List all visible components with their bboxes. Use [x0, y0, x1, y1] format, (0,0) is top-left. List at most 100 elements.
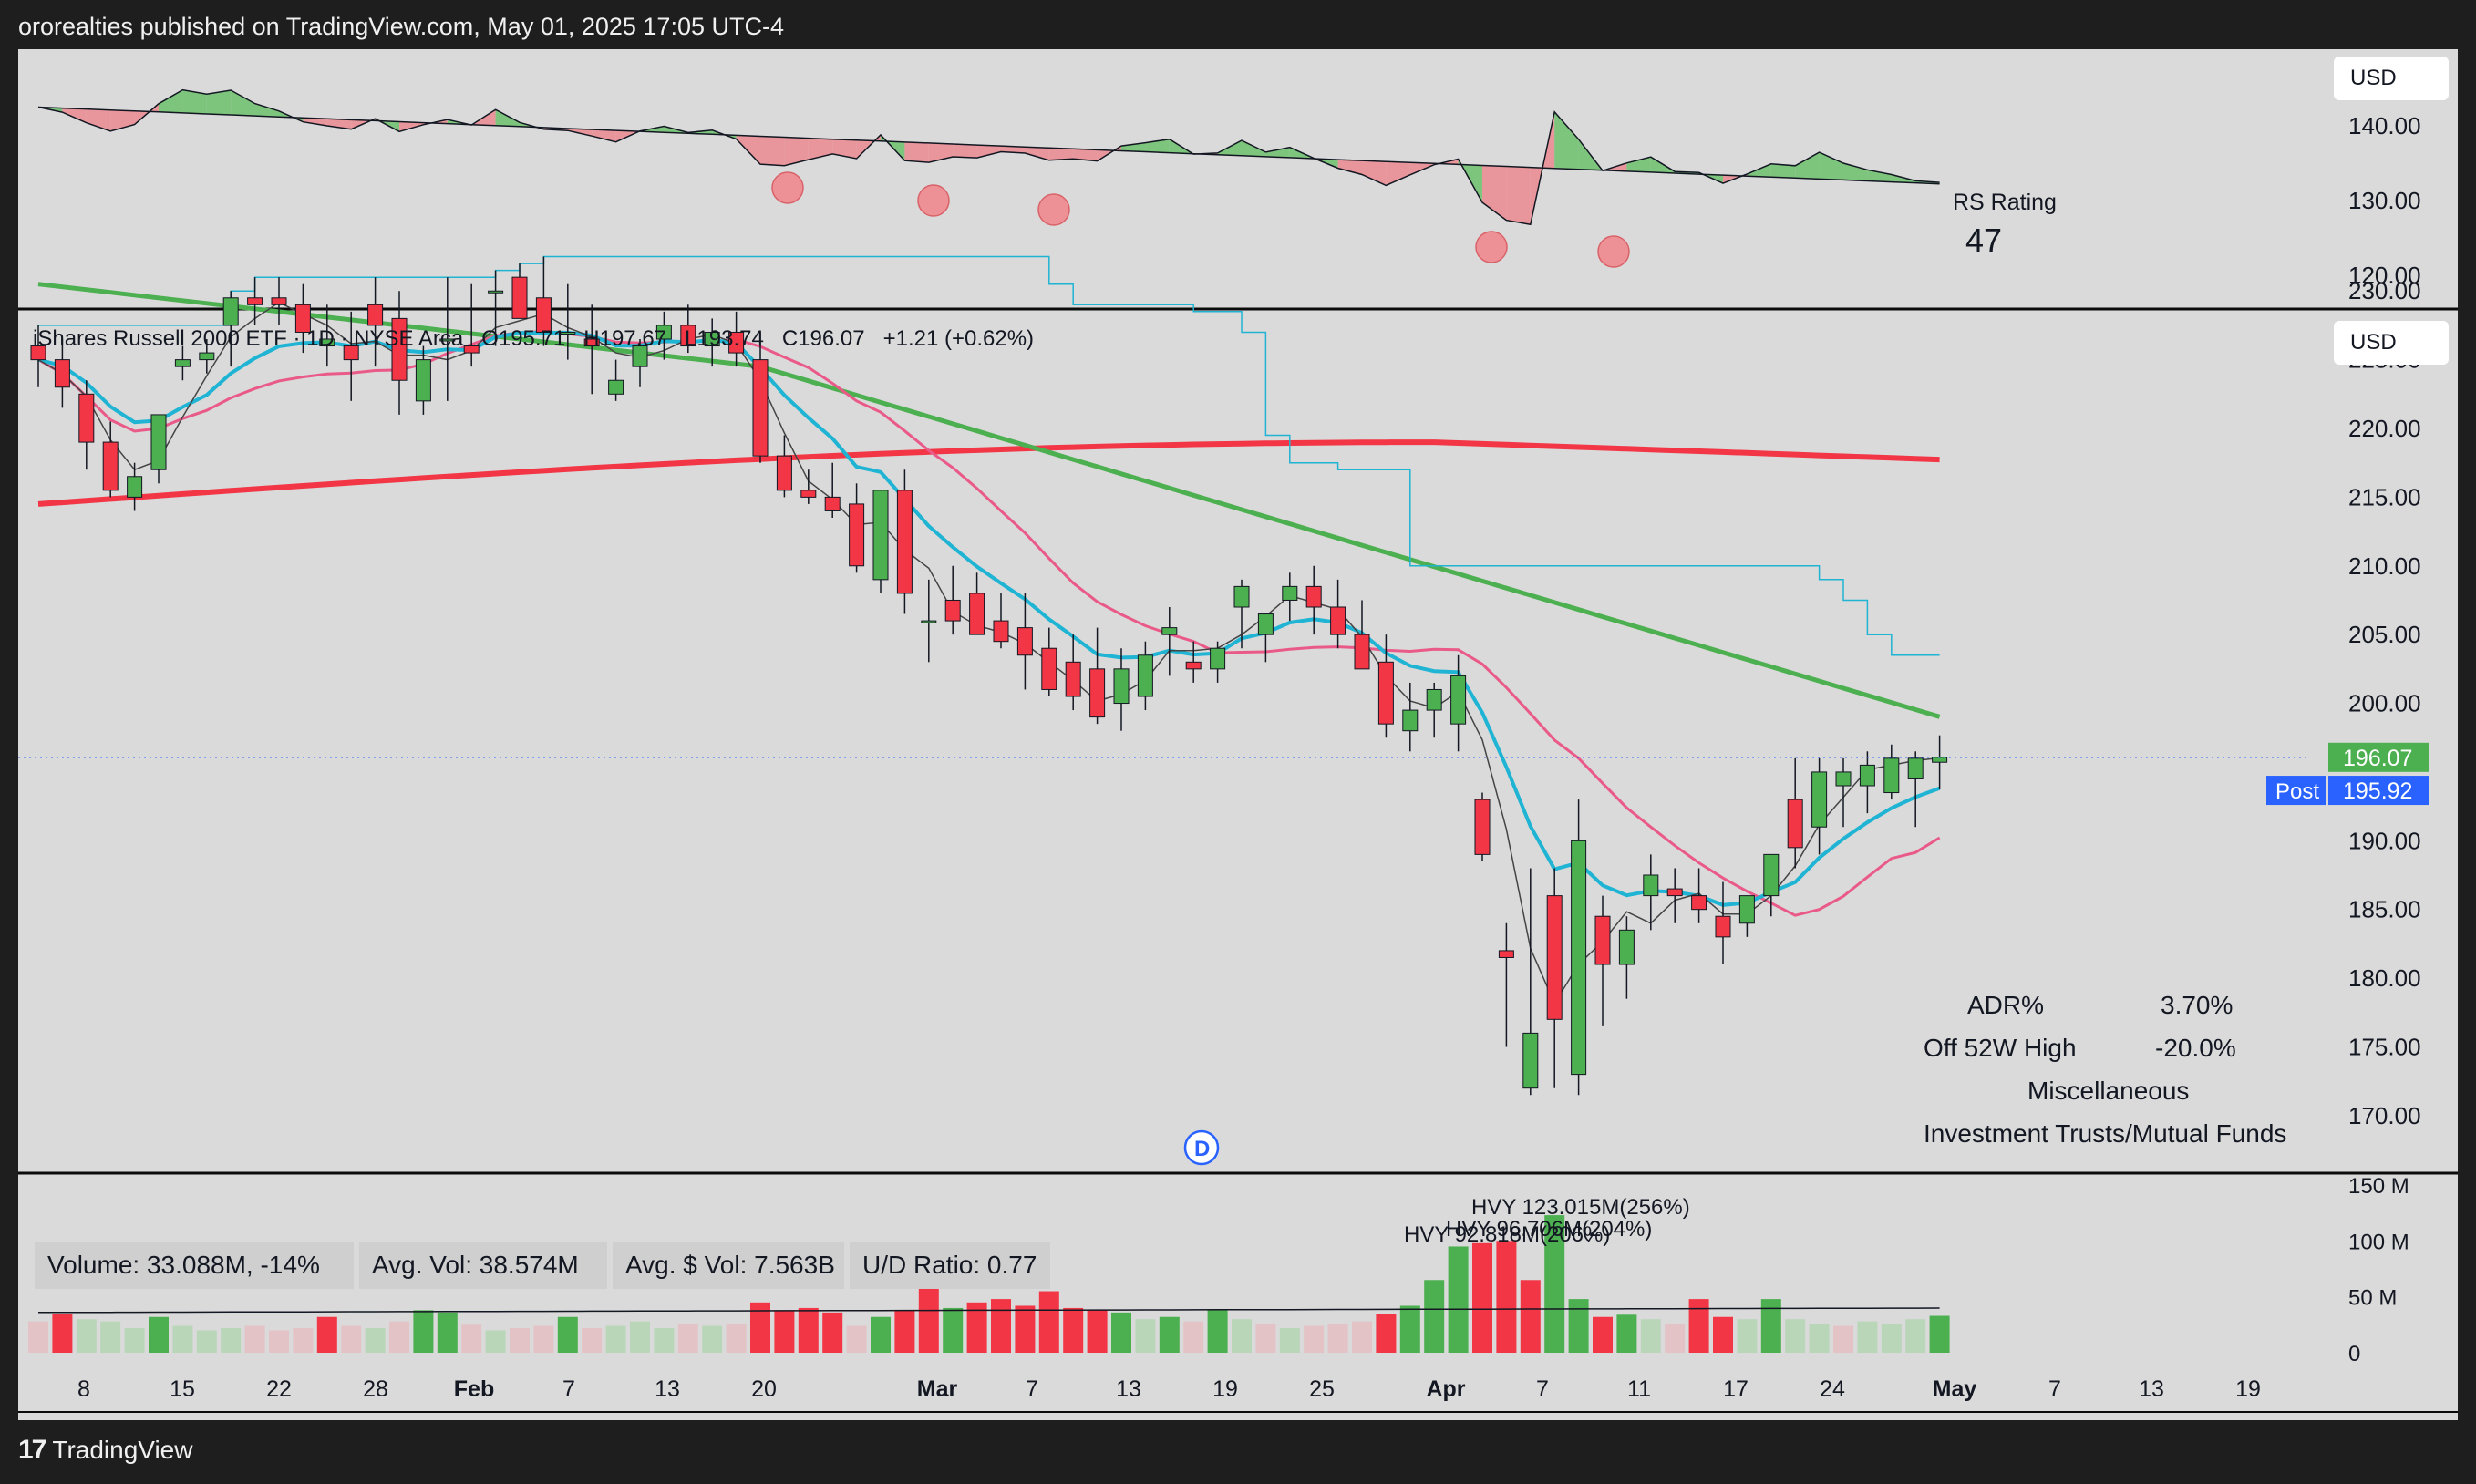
candle-body [1859, 764, 1875, 787]
candle-body [1763, 853, 1780, 897]
time-tick-label: 20 [751, 1376, 777, 1402]
candle-body [1643, 874, 1659, 897]
rs-new-low-marker [917, 184, 950, 217]
candle [680, 304, 696, 354]
price-tick-label: 175.00 [2348, 1033, 2421, 1060]
rs-fill-segment [904, 141, 929, 163]
candle [1233, 579, 1250, 649]
candle-body [849, 503, 865, 567]
candle-body [1594, 915, 1611, 965]
volume-bar [413, 1310, 434, 1353]
post-label: Post [2275, 779, 2319, 804]
candle-body [1522, 1032, 1539, 1089]
candle-body [1426, 688, 1442, 711]
chart-area[interactable]: RS Rating 47 196.07 Post 195.92 D ADR% 3.70% Of… [18, 49, 2458, 1420]
volume-tick-label: 100 M [2348, 1230, 2409, 1254]
candle [728, 311, 745, 367]
rs-fill-segment [1001, 146, 1026, 153]
publish-line: ororealties published on TradingView.com… [18, 13, 784, 40]
candle [1161, 607, 1178, 676]
time-tick-label: 19 [2235, 1376, 2261, 1402]
price-pane[interactable]: 196.07 Post 195.92 D ADR% 3.70% Off 52W High -2… [18, 255, 2429, 1166]
rs-fill-segment [254, 103, 279, 118]
rs-tick-label: 140.00 [2348, 112, 2421, 139]
candle-body [102, 441, 119, 491]
candle [1618, 916, 1635, 999]
publish-bar: ororealties published on TradingView.com… [0, 0, 2476, 49]
rs-fill-segment [1121, 142, 1146, 152]
candle-body [632, 345, 648, 367]
volume-bar [1232, 1319, 1252, 1353]
rs-currency-button[interactable]: USD [2334, 57, 2449, 100]
chart-svg[interactable]: RS Rating 47 196.07 Post 195.92 D ADR% 3.70% Of… [18, 49, 2458, 1420]
candle [944, 565, 961, 635]
price-currency-button[interactable]: USD [2334, 321, 2449, 365]
candle-body [1354, 634, 1370, 670]
volume-bar [918, 1287, 939, 1353]
candle [1450, 654, 1467, 752]
hvy-label: HVY 92.818M(206%) [1404, 1222, 1610, 1247]
avg-dollar-vol-stat: Avg. $ Vol: 7.563B [613, 1242, 844, 1289]
rs-tick-label: 120.00 [2348, 262, 2421, 289]
candle [1932, 735, 1948, 789]
candle-body [1571, 840, 1587, 1076]
rs-pane[interactable]: RS Rating 47 [37, 88, 2057, 268]
rs-fill-segment [495, 109, 520, 127]
candle-body [704, 331, 720, 347]
rs-fill-segment [1843, 162, 1868, 181]
volume-bar [1496, 1241, 1517, 1353]
rs-fill-segment [1073, 149, 1098, 161]
sma-200-line [37, 439, 1940, 507]
volume-bar [1520, 1280, 1541, 1353]
tradingview-logo[interactable]: 17 TradingView [18, 1435, 192, 1466]
rs-new-low-marker [1037, 193, 1070, 226]
volume-bar [316, 1316, 337, 1353]
industry-label: Investment Trusts/Mutual Funds [1924, 1119, 2286, 1148]
candle-body [1282, 585, 1298, 601]
candle-body [583, 338, 600, 347]
post-price-label: 195.92 [2343, 778, 2412, 804]
volume-bar [1352, 1321, 1372, 1353]
candle [1811, 757, 1828, 855]
rs-rating-value: 47 [1965, 222, 2002, 259]
time-tick-label: 7 [2048, 1376, 2061, 1402]
candle-body [1546, 895, 1563, 1020]
candle [824, 462, 841, 518]
candle [1522, 868, 1539, 1096]
ma-fast-line [37, 301, 1940, 1005]
candle [174, 345, 191, 381]
footer-bar [0, 1420, 2476, 1484]
price-tick-label: 230.00 [2348, 277, 2421, 304]
volume-bar [124, 1328, 145, 1353]
rs-fill-segment [134, 103, 159, 125]
volume-bar [1713, 1316, 1733, 1353]
candle [511, 263, 528, 319]
volume-bar [1399, 1305, 1420, 1353]
volume-bar [1038, 1291, 1059, 1353]
volume-pane[interactable]: HVY 123.015M(256%)HVY 96.706M(204%)HVY 9… [28, 1195, 1950, 1353]
candle [343, 311, 359, 401]
candle-body [1016, 627, 1033, 656]
volume-bar [1111, 1312, 1131, 1353]
volume-bar [726, 1324, 747, 1353]
volume-bar [605, 1325, 626, 1353]
legend-low: L193.74 [685, 326, 764, 351]
rs-baseline [37, 106, 1940, 185]
volume-bar [1616, 1314, 1637, 1353]
dividend-marker-label: D [1194, 1137, 1210, 1161]
rs-fill-segment [159, 89, 183, 113]
symbol-legend[interactable]: iShares Russell 2000 ETF · 1D · NYSE Arc… [33, 326, 1034, 352]
candle-body [944, 599, 961, 622]
candle [1065, 634, 1081, 711]
volume-tick-label: 150 M [2348, 1174, 2409, 1199]
candle [1089, 627, 1106, 725]
rs-fill-segment [1362, 160, 1387, 186]
candle [1016, 593, 1033, 690]
candle [1113, 648, 1130, 731]
candle [655, 311, 672, 360]
volume-bar [76, 1319, 97, 1353]
volume-bar [654, 1328, 675, 1353]
candle-body [1738, 895, 1755, 924]
rs-fill-segment [832, 139, 857, 160]
candle-body [127, 476, 143, 498]
